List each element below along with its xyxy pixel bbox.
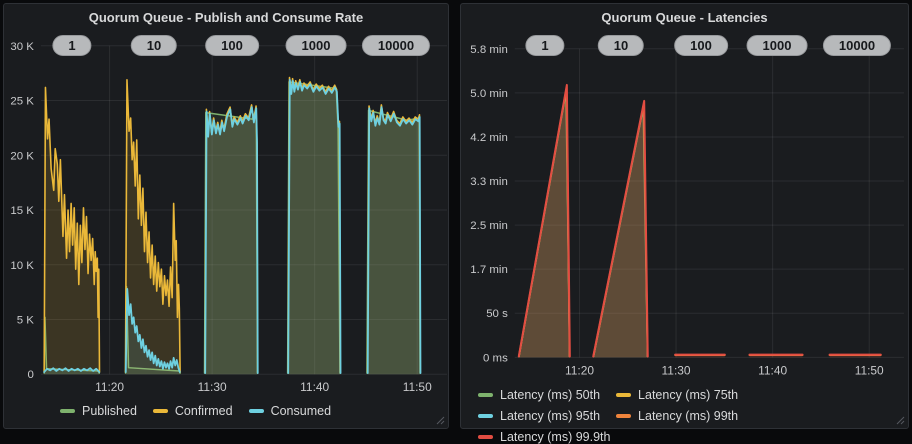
series-line-p999 bbox=[517, 83, 571, 358]
series-fill-consumed bbox=[288, 79, 341, 375]
series-fill-published bbox=[287, 81, 340, 375]
annotation-pill[interactable]: 10 bbox=[597, 35, 645, 56]
legend-label: Latency (ms) 95th bbox=[500, 409, 601, 423]
series-fill-p50 bbox=[519, 92, 570, 358]
series-line-consumed bbox=[287, 78, 342, 375]
legend-item[interactable]: Latency (ms) 99.9th bbox=[478, 430, 610, 444]
legend-item[interactable]: Consumed bbox=[248, 404, 332, 418]
x-axis-tick-label: 11:20 bbox=[565, 363, 594, 377]
y-axis-tick-label: 30 K bbox=[10, 41, 34, 53]
series-fill-p50 bbox=[593, 108, 648, 358]
panel-title[interactable]: Quorum Queue - Latencies bbox=[601, 10, 768, 25]
panel-latencies: Quorum Queue - Latencies 0 ms 50 s 1.7 min… bbox=[460, 3, 909, 444]
y-axis-tick-label: 2.5 min bbox=[470, 220, 508, 232]
series-fill-p75 bbox=[593, 105, 648, 358]
annotation-pill[interactable]: 10000 bbox=[822, 35, 892, 56]
series-line-consumed bbox=[124, 287, 181, 373]
x-axis-tick-label: 11:50 bbox=[403, 380, 432, 394]
annotation-pill[interactable]: 1 bbox=[52, 35, 92, 56]
series-fill-p95 bbox=[593, 103, 648, 358]
panel-publish-consume-rate: Quorum Queue - Publish and Consume Rate … bbox=[3, 3, 449, 429]
y-axis-tick-label: 3.3 min bbox=[470, 176, 508, 188]
y-axis-tick-label: 5 K bbox=[17, 314, 35, 326]
legend-swatch-icon bbox=[248, 409, 264, 413]
legend-swatch-icon bbox=[478, 393, 493, 397]
legend-label: Latency (ms) 50th bbox=[500, 388, 601, 402]
legend-swatch-icon bbox=[616, 414, 632, 418]
legend-label: Confirmed bbox=[174, 404, 233, 418]
legend-label: Published bbox=[82, 404, 137, 418]
annotation-pill[interactable]: 1000 bbox=[746, 35, 808, 56]
series-fill-confirmed bbox=[367, 104, 421, 375]
annotation-pill[interactable]: 1 bbox=[525, 35, 565, 56]
legend-label: Latency (ms) 75th bbox=[638, 388, 739, 402]
annotation-pill-row: 1 10 100 1000 10000 bbox=[4, 4, 448, 428]
annotation-pill[interactable]: 10000 bbox=[361, 35, 431, 56]
series-fill-consumed bbox=[205, 107, 258, 375]
legend-item[interactable]: Latency (ms) 95th bbox=[478, 409, 600, 423]
panel-resize-grip-icon[interactable] bbox=[435, 415, 445, 425]
annotation-pill[interactable]: 100 bbox=[674, 35, 728, 56]
y-axis-tick-label: 0 bbox=[28, 369, 34, 381]
series-fill-published bbox=[366, 110, 421, 375]
series-fill-confirmed bbox=[288, 77, 341, 375]
series-fill-consumed bbox=[367, 107, 421, 375]
y-axis-tick-label: 1.7 min bbox=[470, 264, 508, 276]
x-axis-tick-label: 11:30 bbox=[662, 363, 691, 377]
y-axis-tick-label: 10 K bbox=[10, 260, 34, 272]
latency-chart-legend: Latency (ms) 50th Latency (ms) 75th Latenc… bbox=[478, 388, 873, 444]
legend-item[interactable]: Published bbox=[60, 404, 137, 418]
series-line-confirmed bbox=[43, 86, 101, 373]
series-line-confirmed bbox=[124, 78, 181, 373]
legend-item[interactable]: Latency (ms) 50th bbox=[478, 388, 600, 402]
x-axis-tick-label: 11:50 bbox=[855, 363, 884, 377]
legend-label: Latency (ms) 99th bbox=[638, 409, 739, 423]
legend-item[interactable]: Latency (ms) 75th bbox=[616, 388, 738, 402]
annotation-pill[interactable]: 1000 bbox=[285, 35, 347, 56]
y-axis-tick-label: 5.0 min bbox=[470, 88, 508, 100]
panel-resize-grip-icon[interactable] bbox=[895, 415, 905, 425]
legend-swatch-icon bbox=[478, 414, 493, 418]
y-axis-tick-label: 25 K bbox=[10, 96, 34, 108]
annotation-pill-row: 1 10 100 1000 10000 bbox=[461, 4, 908, 428]
y-axis-tick-label: 5.8 min bbox=[470, 44, 508, 56]
annotation-pill[interactable]: 100 bbox=[205, 35, 259, 56]
panel-title[interactable]: Quorum Queue - Publish and Consume Rate bbox=[88, 10, 364, 25]
legend-swatch-icon bbox=[152, 409, 168, 413]
y-axis-tick-label: 0 ms bbox=[483, 352, 508, 364]
y-axis-tick-label: 4.2 min bbox=[470, 132, 508, 144]
x-axis-tick-label: 11:20 bbox=[95, 380, 124, 394]
series-line-consumed bbox=[204, 106, 259, 375]
series-fill-confirmed bbox=[204, 104, 258, 375]
legend-swatch-icon bbox=[616, 393, 632, 397]
x-axis-tick-label: 11:40 bbox=[300, 380, 329, 394]
legend-swatch-icon bbox=[60, 409, 75, 413]
annotation-pill[interactable]: 10 bbox=[130, 35, 178, 56]
rate-chart-legend: Published Confirmed Consumed bbox=[60, 404, 331, 418]
legend-swatch-icon bbox=[478, 435, 493, 439]
rate-chart-canvas[interactable]: 05 K10 K15 K20 K25 K30 K11:20 11:30 11:40 1… bbox=[4, 4, 448, 428]
x-axis-tick-label: 11:40 bbox=[758, 363, 787, 377]
series-fill-p999 bbox=[593, 100, 648, 358]
x-axis-tick-label: 11:30 bbox=[198, 380, 227, 394]
legend-item[interactable]: Latency (ms) 99th bbox=[616, 409, 738, 423]
series-line-p999 bbox=[592, 99, 649, 358]
series-fill-published bbox=[204, 109, 258, 375]
legend-label: Consumed bbox=[270, 404, 332, 418]
latency-chart-canvas[interactable]: 0 ms 50 s 1.7 min 2.5 min 3.3 min 4.2 min 5.0 … bbox=[461, 4, 908, 428]
series-line-consumed bbox=[43, 367, 101, 373]
series-fill-confirmed bbox=[125, 79, 181, 375]
legend-label: Latency (ms) 99.9th bbox=[500, 430, 611, 444]
y-axis-tick-label: 20 K bbox=[10, 150, 34, 162]
series-fill-p99 bbox=[593, 103, 648, 358]
y-axis-tick-label: 50 s bbox=[486, 308, 508, 320]
series-line-consumed bbox=[366, 106, 422, 375]
y-axis-tick-label: 15 K bbox=[10, 205, 34, 217]
legend-item[interactable]: Confirmed bbox=[152, 404, 233, 418]
series-fill-p75 bbox=[518, 89, 570, 358]
series-fill-consumed bbox=[125, 288, 180, 375]
